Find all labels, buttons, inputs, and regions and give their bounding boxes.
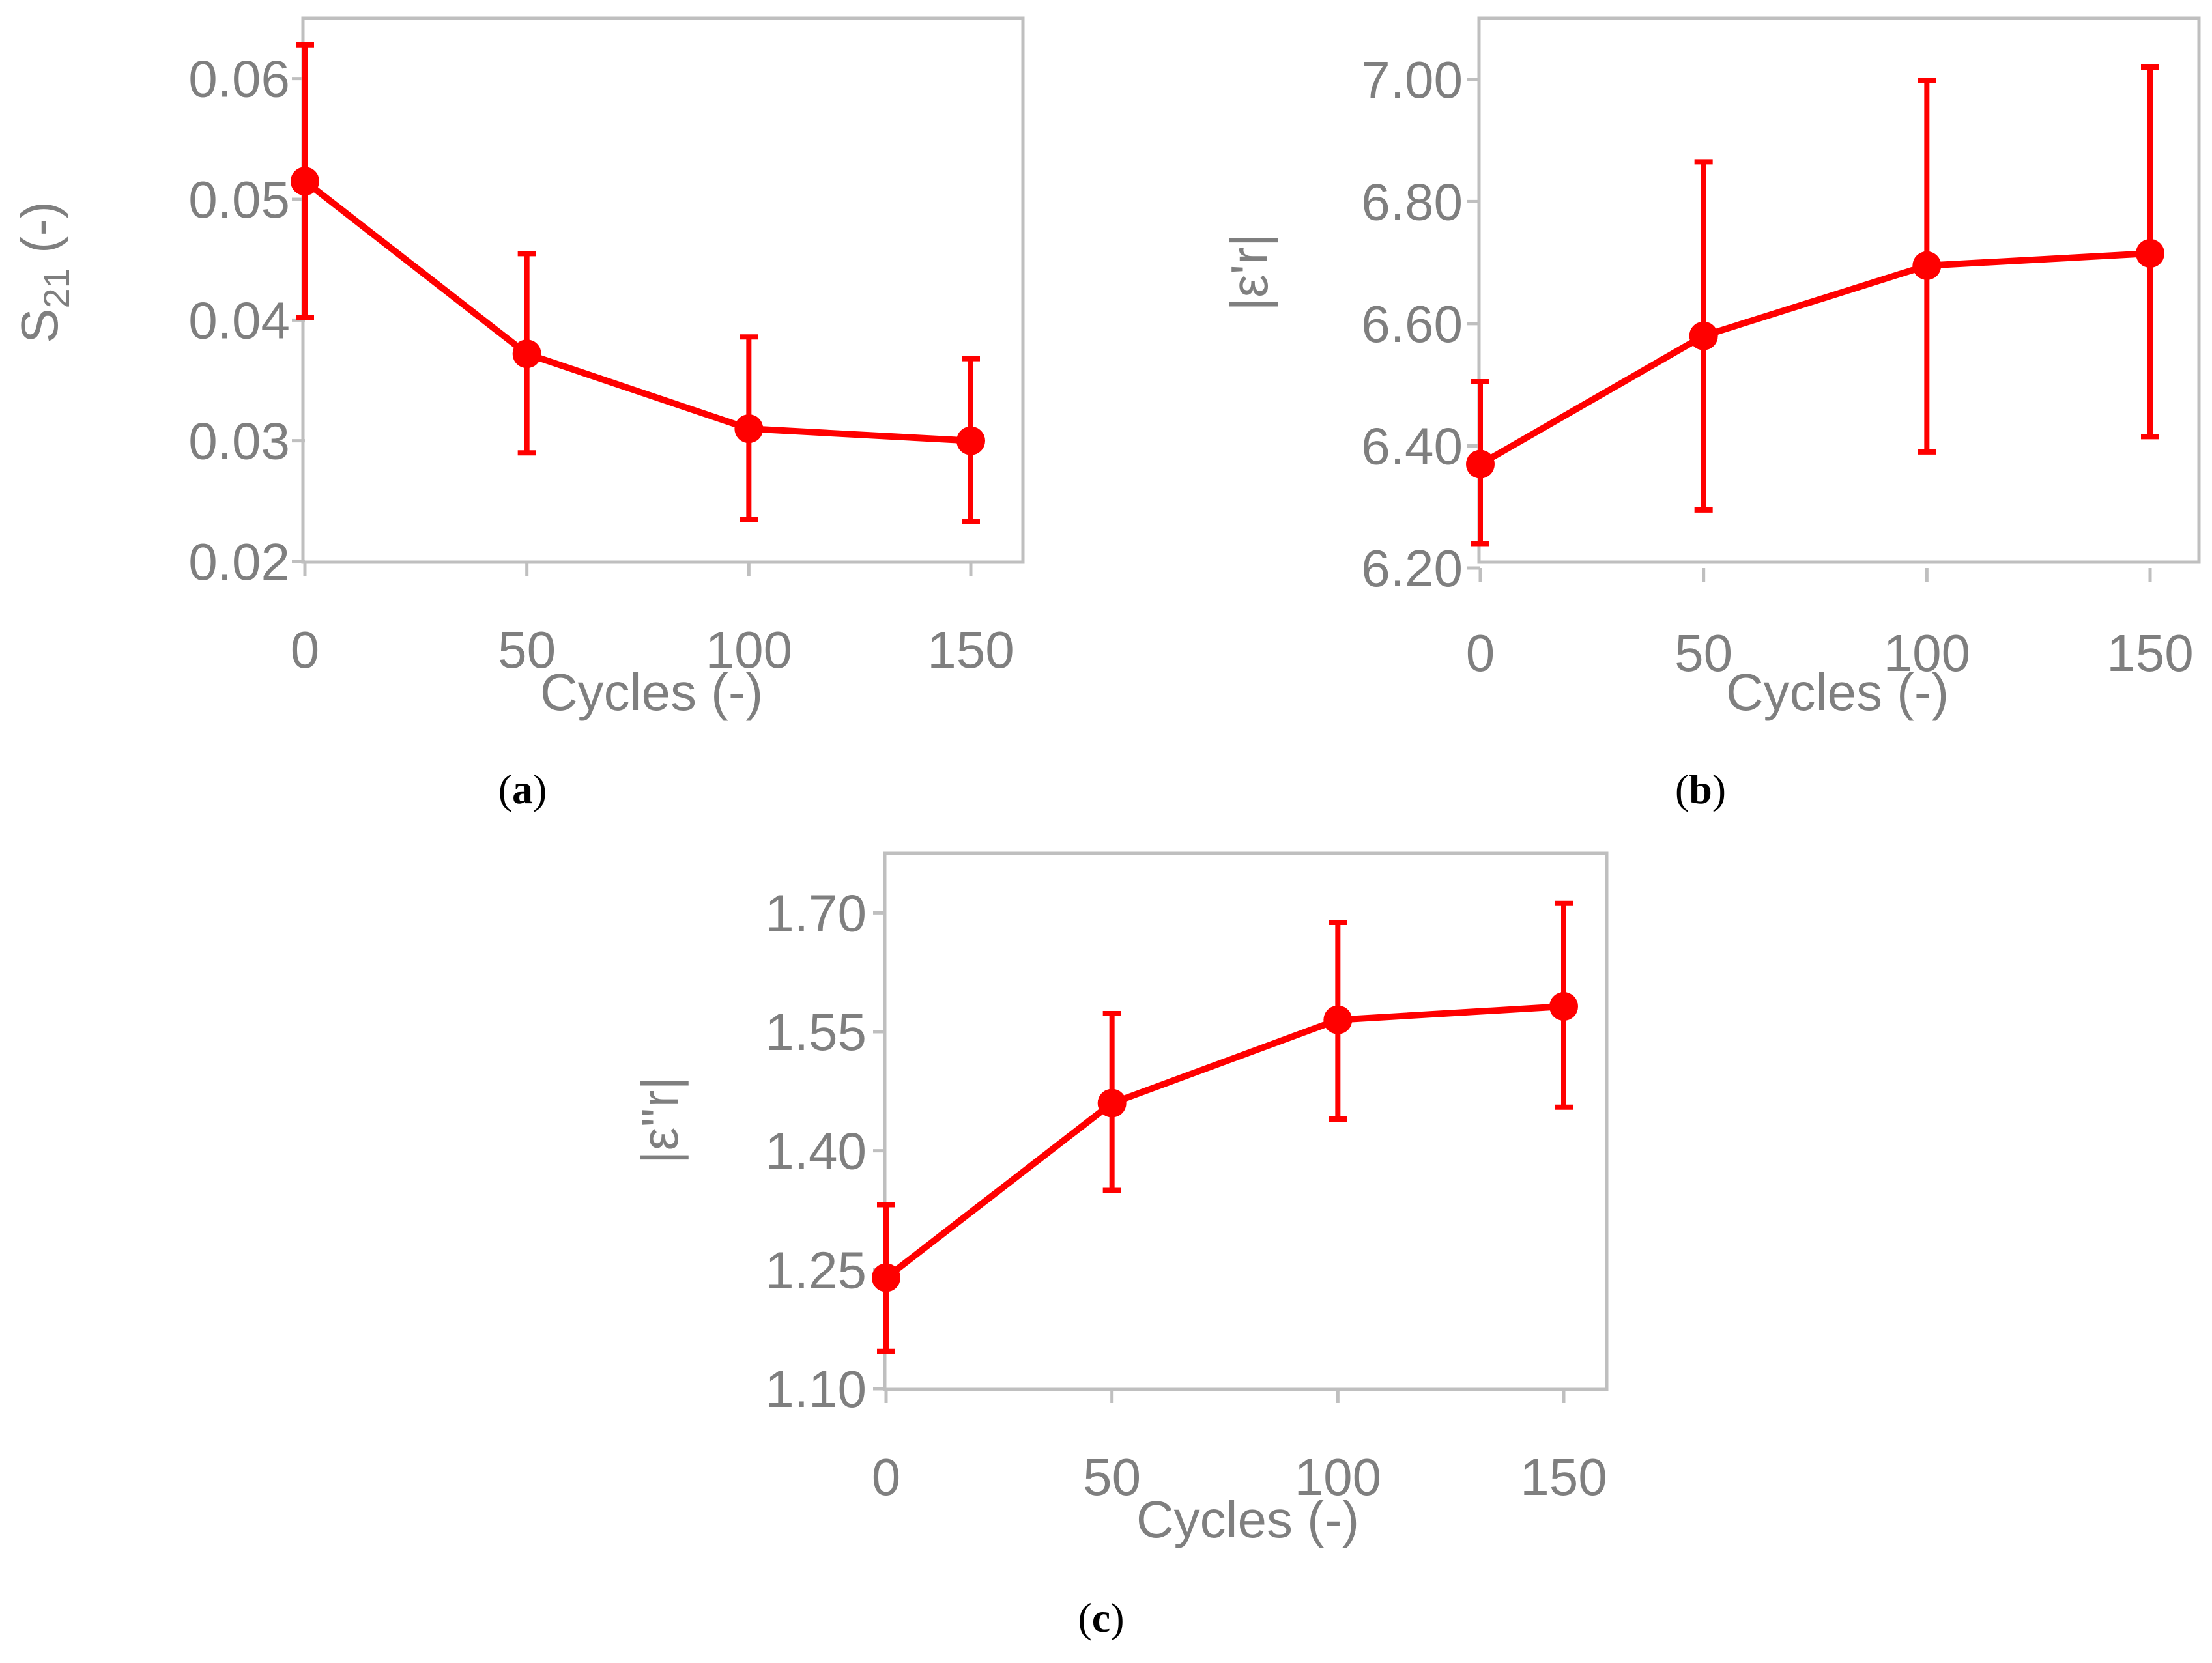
x-axis-label-c: Cycles (-) [1136,1490,1359,1548]
x-tick-label: 50 [1083,1448,1141,1506]
panel-label-a: (a) [498,766,547,812]
x-tick-label: 150 [2106,624,2193,682]
panel-label-c: (c) [1078,1595,1124,1641]
x-axis-label-a: Cycles (-) [540,663,763,721]
plot-frame-a [301,16,1025,564]
y-tick-label: 0.05 [188,171,290,229]
x-tick-label: 150 [1520,1448,1607,1506]
series-a [291,42,985,524]
x-tick-label: 100 [1295,1448,1381,1506]
x-tick-label: 50 [1674,624,1732,682]
data-point [1466,449,1495,479]
y-tick-label: 1.10 [765,1360,867,1418]
plot-frame-b [1477,16,2201,564]
y-tick-label: 1.25 [765,1241,867,1299]
y-tick-label: 1.40 [765,1122,867,1180]
x-tick-label: 0 [1466,624,1495,682]
x-ticks-a: 0 50 100 150 [291,561,1014,679]
data-point [1689,321,1718,350]
series-c [872,900,1578,1354]
x-tick-label: 150 [927,621,1014,679]
panel-label-letter-c: c [1092,1595,1110,1641]
plot-frame-c [883,851,1609,1391]
data-point [734,414,764,444]
series-line [1478,250,2151,467]
y-ticks-c: 1.10 1.25 1.40 1.55 1.70 [765,884,886,1418]
chart-panel-b: 6.20 6.40 6.60 6.80 7.00 0 50 100 150 Cycles (-… [1220,16,2201,812]
y-ticks-b: 6.20 6.40 6.60 6.80 7.00 [1361,51,1480,597]
data-point [1097,1088,1127,1118]
y-tick-label: 6.20 [1361,539,1463,597]
y-tick-label: 0.03 [188,412,290,470]
data-point [872,1263,900,1292]
series-b [1466,64,2164,547]
chart-panel-c: 1.10 1.25 1.40 1.55 1.70 0 50 100 150 Cycles (-… [631,851,1609,1641]
y-axis-label-a: S21 (-) [10,201,77,343]
data-point [1549,992,1578,1021]
data-point [956,426,985,455]
chart-panel-a: 0.02 0.03 0.04 0.05 0.06 0 50 100 150 Cycles (-… [10,16,1025,812]
x-tick-label: 50 [498,621,556,679]
x-ticks-c: 0 50 100 150 [872,1389,1607,1506]
x-tick-label: 0 [291,621,320,679]
data-point [1323,1005,1353,1034]
y-tick-label: 0.06 [188,50,290,108]
x-ticks-b: 0 50 100 150 [1466,568,2194,682]
y-ticks-a: 0.02 0.03 0.04 0.05 0.06 [188,50,305,591]
y-axis-label-main-a: S [10,309,68,343]
y-tick-label: 0.02 [188,533,290,591]
y-tick-label: 7.00 [1361,51,1463,109]
x-tick-label: 100 [1884,624,1970,682]
data-point [1912,251,1942,280]
y-tick-label: 0.04 [188,291,290,349]
data-point [2136,239,2164,268]
y-tick-label: 1.55 [765,1003,867,1061]
x-axis-label-b: Cycles (-) [1726,663,1949,721]
y-tick-label: 6.80 [1361,173,1463,231]
series-line [302,178,971,444]
series-line [883,1003,1564,1281]
data-point [291,167,319,196]
y-axis-label-b: |ε'r| [1220,233,1278,311]
panel-label-letter-a: a [512,766,533,812]
y-axis-label-c: |ε''r| [631,1077,689,1164]
y-tick-label: 1.70 [765,884,867,942]
y-tick-label: 6.40 [1361,417,1463,475]
y-axis-label-suffix-a: (-) [10,201,68,268]
y-axis-label-sub-a: 21 [36,268,77,308]
data-point [512,339,541,369]
y-tick-label: 6.60 [1361,295,1463,353]
panel-label-letter-b: b [1689,766,1712,812]
x-tick-label: 100 [706,621,792,679]
panel-label-b: (b) [1675,766,1726,812]
x-tick-label: 0 [872,1448,901,1506]
